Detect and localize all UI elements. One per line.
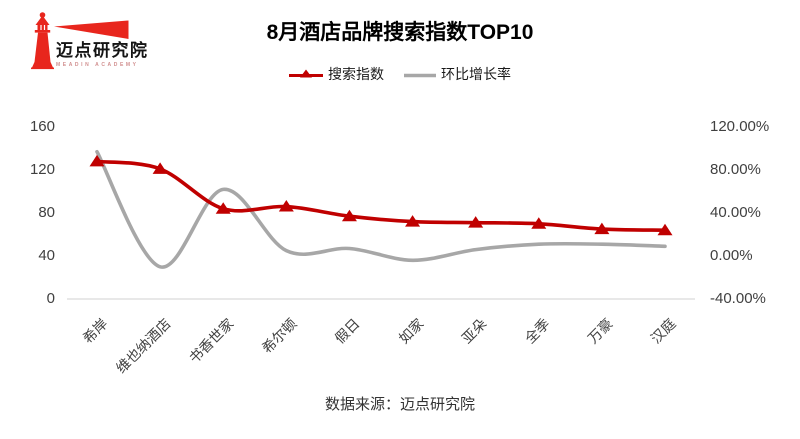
y-axis-tick-left: 120 <box>29 161 55 178</box>
legend-item-growth-rate: 环比增长率 <box>404 64 511 84</box>
legend-label-growth-rate: 环比增长率 <box>441 66 511 82</box>
y-axis-tick-left: 160 <box>29 118 55 135</box>
light-beam-shape <box>54 20 129 39</box>
data-source-caption: 数据来源：迈点研究院 <box>324 396 475 413</box>
triangle-marker <box>152 162 168 174</box>
y-axis-tick-right: 120.00% <box>710 118 770 135</box>
y-axis-tick-right: 40.00% <box>710 204 761 221</box>
search-index-line <box>95 159 667 232</box>
triangle-marker <box>215 202 231 214</box>
y-axis-tick-left: 40 <box>38 247 55 264</box>
logo-title: 迈点研究院 <box>56 41 149 60</box>
triangle-marker <box>278 200 294 212</box>
logo: 迈点研究院 MEADIN ACADEMY <box>25 8 175 78</box>
gray-line-marker-icon <box>404 73 436 77</box>
legend: 搜索指数 环比增长率 <box>0 65 800 83</box>
logo-subtitle: MEADIN ACADEMY <box>56 62 139 68</box>
y-axis-tick-right: 0.00% <box>710 247 753 264</box>
red-line-triangle-marker-icon <box>289 69 323 77</box>
triangle-marker <box>405 215 421 227</box>
y-axis-tick-left: 0 <box>46 290 55 307</box>
y-axis-tick-left: 80 <box>38 204 55 221</box>
chart-title: 8月酒店品牌搜索指数TOP10 <box>266 21 534 44</box>
lighthouse-beam-icon <box>31 12 129 70</box>
y-axis-tick-right: 80.00% <box>710 161 761 178</box>
y-axis-tick-right: -40.00% <box>710 290 766 307</box>
triangle-marker <box>657 223 673 236</box>
triangle-marker <box>89 154 105 167</box>
triangle-marker <box>594 222 610 235</box>
triangle-marker <box>468 216 484 228</box>
legend-item-search-index: 搜索指数 <box>289 64 384 84</box>
triangle-marker <box>341 209 357 222</box>
triangle-marker <box>531 217 547 229</box>
legend-label-search-index: 搜索指数 <box>328 66 384 82</box>
growth-rate-line <box>95 149 667 269</box>
